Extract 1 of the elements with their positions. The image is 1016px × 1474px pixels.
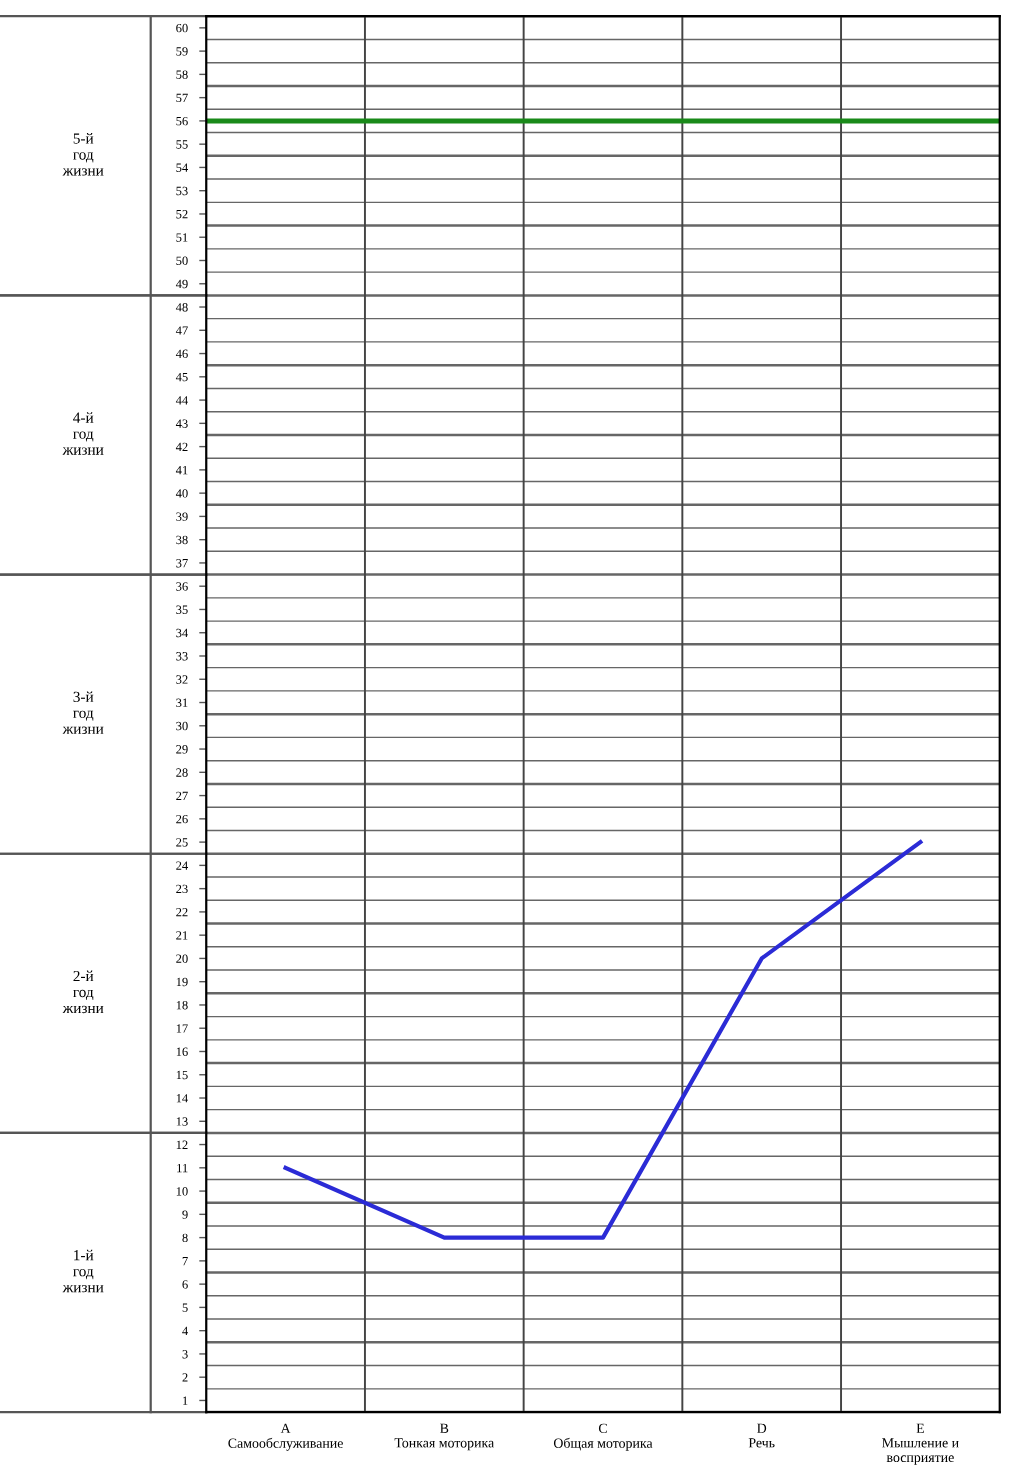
line-series bbox=[283, 840, 923, 1240]
